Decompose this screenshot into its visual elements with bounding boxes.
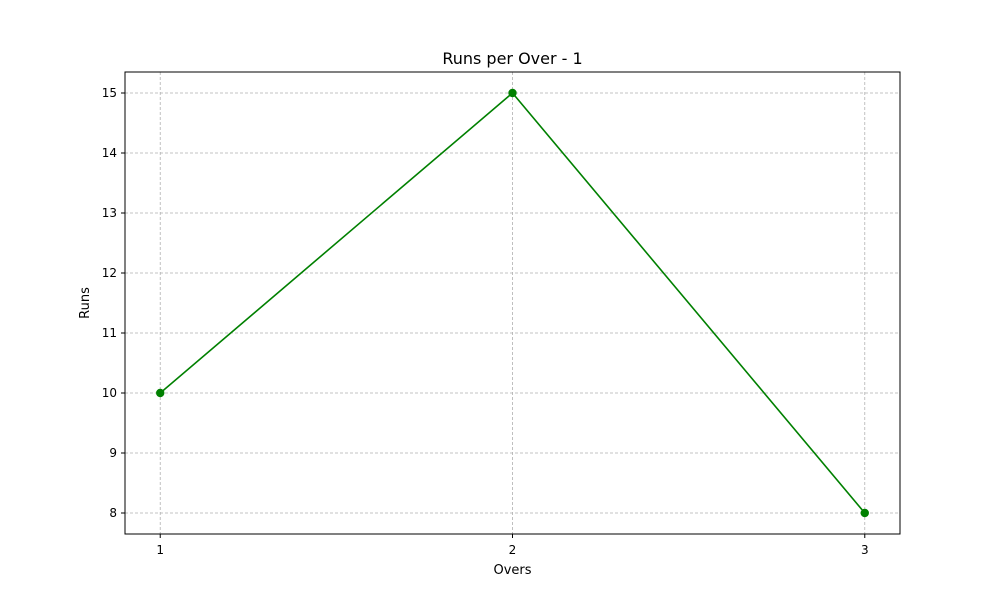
y-tick-label: 13 [102,206,117,220]
y-axis-label: Runs [78,287,93,319]
grid-lines [125,72,900,534]
x-tick-label: 2 [509,543,517,557]
y-tick-label: 14 [102,146,117,160]
data-point [156,388,165,398]
data-point [508,88,517,98]
y-tick-label: 8 [109,506,117,520]
x-axis-label: Overs [493,563,531,578]
y-tick-label: 15 [102,86,117,100]
x-axis-ticks: 1 2 3 [156,534,869,557]
y-tick-label: 9 [109,446,117,460]
chart-title: Runs per Over - 1 [442,49,582,68]
x-tick-label: 1 [156,543,164,557]
x-tick-label: 3 [861,543,869,557]
y-tick-label: 10 [102,386,117,400]
y-tick-label: 12 [102,266,117,280]
y-axis-ticks: 8 9 10 11 12 13 14 15 [102,86,125,520]
series-layer [156,88,869,518]
y-tick-label: 11 [102,326,117,340]
data-point [860,508,869,518]
